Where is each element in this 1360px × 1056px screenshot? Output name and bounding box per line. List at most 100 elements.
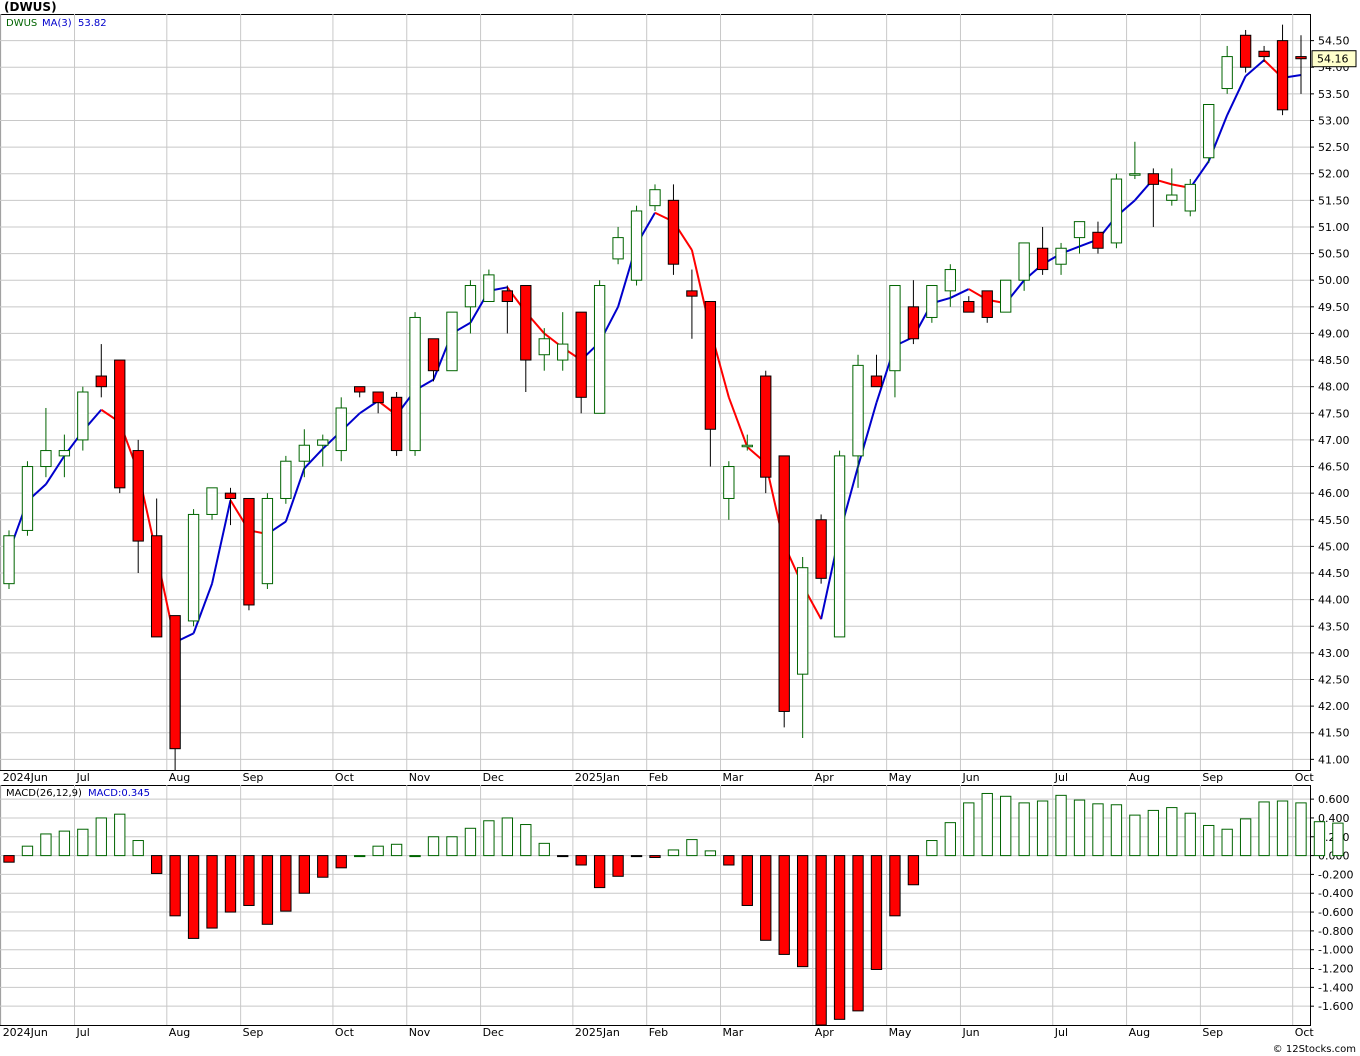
candle-body: [483, 274, 495, 302]
macd-x-label: Nov: [409, 1026, 431, 1039]
macd-bar: [483, 820, 495, 857]
candle-body: [1000, 279, 1012, 313]
macd-bar: [1184, 812, 1196, 857]
macd-x-label: Oct: [335, 1026, 355, 1039]
price-x-label: 2025Jan: [575, 771, 620, 784]
price-tick-label: 45.50: [1318, 514, 1350, 527]
macd-bar: [1110, 804, 1123, 857]
macd-bar: [150, 855, 163, 874]
candle-body: [538, 338, 550, 356]
macd-bar: [298, 855, 310, 894]
candle-body: [58, 450, 71, 457]
candle-body: [446, 311, 458, 372]
price-x-label: Sep: [243, 771, 264, 784]
candle-body: [870, 375, 883, 388]
legend-ma-label: MA(3): [42, 18, 72, 29]
price-tick-label: 50.50: [1318, 248, 1350, 261]
macd-bar: [354, 855, 366, 858]
price-tick-label: 48.50: [1318, 354, 1350, 367]
macd-x-label: Aug: [1129, 1026, 1150, 1039]
candle-body: [1036, 247, 1049, 271]
candle-body: [1147, 173, 1160, 185]
price-tick-label: 41.50: [1318, 727, 1350, 740]
price-tick-label: 51.50: [1318, 194, 1350, 207]
price-tick-label: 47.50: [1318, 407, 1350, 420]
ma-line-segment: [211, 500, 232, 584]
macd-bar: [464, 827, 477, 857]
macd-bar: [907, 855, 920, 886]
candle-body: [3, 535, 15, 585]
macd-bar: [77, 828, 89, 857]
candle-body: [187, 513, 200, 622]
ma-line-segment: [727, 396, 749, 448]
macd-bar: [704, 850, 717, 857]
macd-bar: [335, 855, 347, 869]
price-tick-label: 49.00: [1318, 327, 1350, 340]
candle-body: [1184, 183, 1196, 212]
macd-bar: [95, 817, 107, 857]
macd-bar: [3, 855, 15, 863]
candle-body: [1295, 56, 1307, 60]
macd-bar: [1147, 809, 1160, 857]
macd-tick-label: -0.800: [1318, 925, 1353, 938]
macd-x-label: 2024Jun: [3, 1026, 48, 1039]
macd-bar: [1313, 821, 1326, 857]
macd-bar: [723, 855, 735, 866]
candle-body: [390, 396, 403, 452]
macd-bar: [926, 840, 938, 857]
candle-body: [686, 290, 698, 297]
macd-bar: [1221, 828, 1233, 857]
macd-bar: [852, 855, 864, 1012]
candle-body: [298, 444, 310, 462]
chart-title: (DWUS): [4, 0, 57, 14]
price-tick-label: 52.00: [1318, 168, 1350, 181]
candle-body: [114, 359, 126, 489]
candle-body: [612, 237, 624, 260]
macd-tick-label: -1.200: [1318, 963, 1353, 976]
candle-body: [944, 269, 956, 292]
macd-bar: [280, 855, 292, 912]
price-x-label: Dec: [483, 771, 504, 784]
candle-body: [741, 444, 753, 448]
price-x-label: Jul: [1054, 771, 1068, 784]
macd-bar: [870, 855, 883, 970]
legend-symbol: DWUS: [6, 18, 37, 29]
macd-bar: [114, 813, 126, 857]
candle-body: [1055, 247, 1067, 265]
macd-bar: [1055, 794, 1067, 857]
candle-body: [926, 285, 938, 318]
macd-x-label: Jul: [1054, 1026, 1068, 1039]
candle-body: [575, 311, 587, 398]
price-tick-label: 50.00: [1318, 274, 1350, 287]
macd-tick-label: -1.600: [1318, 1000, 1353, 1013]
price-x-label: 2024Jun: [3, 771, 48, 784]
macd-bar: [1166, 807, 1178, 857]
candle-body: [1092, 231, 1104, 249]
macd-bar: [944, 822, 956, 857]
candle-body: [132, 450, 144, 542]
macd-x-label: 2025Jan: [575, 1026, 620, 1039]
price-tick-label: 41.00: [1318, 753, 1350, 766]
macd-x-label: May: [889, 1026, 912, 1039]
macd-bar: [630, 855, 643, 858]
price-x-label: Sep: [1202, 771, 1223, 784]
candle-body: [1258, 50, 1270, 58]
macd-bar: [649, 855, 661, 858]
candle-body: [704, 300, 717, 430]
candle-body: [21, 466, 34, 531]
credit-text: © 12Stocks.com: [1272, 1044, 1356, 1055]
candle-body: [852, 364, 864, 457]
macd-bar: [741, 855, 753, 906]
macd-bar: [1092, 803, 1104, 857]
macd-x-label: Mar: [723, 1026, 744, 1039]
macd-bar: [132, 840, 144, 857]
candle-body: [963, 300, 975, 313]
macd-bar: [390, 843, 403, 857]
price-x-label: Feb: [649, 771, 668, 784]
candle-body: [40, 450, 52, 468]
candle-body: [409, 316, 421, 452]
candle-body: [833, 455, 846, 638]
macd-bar: [612, 855, 624, 877]
macd-bar: [1000, 795, 1012, 857]
